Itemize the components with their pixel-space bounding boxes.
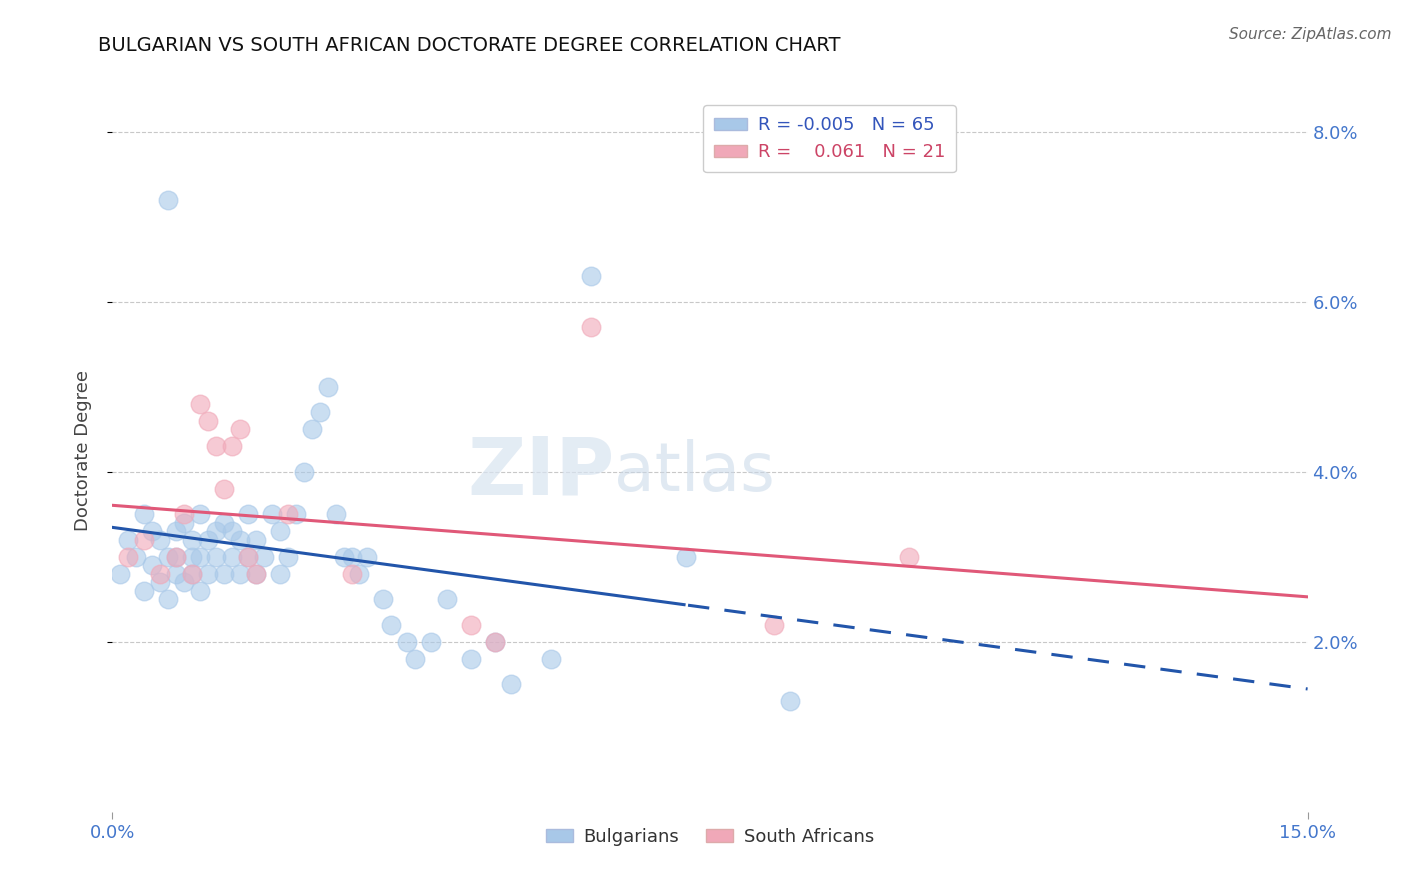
Point <box>253 549 276 564</box>
Point <box>134 583 156 598</box>
Point <box>484 634 506 648</box>
Point <box>301 422 323 436</box>
Point <box>173 516 195 530</box>
Point <box>212 482 235 496</box>
Point <box>134 507 156 521</box>
Point <box>197 566 219 581</box>
Point <box>181 549 204 564</box>
Point <box>110 566 132 581</box>
Point <box>245 566 267 581</box>
Point <box>340 549 363 564</box>
Point <box>762 617 785 632</box>
Point <box>779 694 801 708</box>
Point <box>292 465 315 479</box>
Point <box>436 592 458 607</box>
Point <box>349 566 371 581</box>
Point <box>540 651 562 665</box>
Point <box>181 566 204 581</box>
Point <box>197 533 219 547</box>
Point <box>898 549 921 564</box>
Point <box>188 583 211 598</box>
Point <box>340 566 363 581</box>
Y-axis label: Doctorate Degree: Doctorate Degree <box>73 370 91 531</box>
Point <box>221 439 243 453</box>
Point <box>157 592 180 607</box>
Point <box>236 549 259 564</box>
Point <box>188 549 211 564</box>
Point <box>212 516 235 530</box>
Point <box>181 533 204 547</box>
Point <box>269 566 291 581</box>
Point <box>188 507 211 521</box>
Point <box>212 566 235 581</box>
Point <box>141 524 163 539</box>
Point <box>221 524 243 539</box>
Point <box>165 566 187 581</box>
Point <box>460 617 482 632</box>
Point <box>245 566 267 581</box>
Point <box>675 549 697 564</box>
Point <box>229 533 252 547</box>
Point <box>245 533 267 547</box>
Point <box>229 566 252 581</box>
Point <box>165 549 187 564</box>
Point <box>173 575 195 590</box>
Point <box>404 651 426 665</box>
Point <box>579 269 602 284</box>
Point <box>236 507 259 521</box>
Point <box>149 533 172 547</box>
Point <box>149 575 172 590</box>
Point <box>284 507 307 521</box>
Point <box>356 549 378 564</box>
Point <box>308 405 330 419</box>
Point <box>332 549 354 564</box>
Point <box>149 566 172 581</box>
Point <box>173 507 195 521</box>
Point <box>188 397 211 411</box>
Point <box>316 380 339 394</box>
Point <box>229 422 252 436</box>
Point <box>117 549 139 564</box>
Point <box>499 677 522 691</box>
Point <box>205 549 228 564</box>
Point <box>141 558 163 573</box>
Point <box>380 617 402 632</box>
Text: Source: ZipAtlas.com: Source: ZipAtlas.com <box>1229 27 1392 42</box>
Point <box>236 549 259 564</box>
Point <box>277 549 299 564</box>
Point <box>157 549 180 564</box>
Point <box>460 651 482 665</box>
Text: ZIP: ZIP <box>467 434 614 511</box>
Point <box>134 533 156 547</box>
Point <box>165 524 187 539</box>
Point <box>579 320 602 334</box>
Point <box>420 634 443 648</box>
Point <box>277 507 299 521</box>
Point <box>269 524 291 539</box>
Point <box>205 439 228 453</box>
Point <box>181 566 204 581</box>
Point <box>484 634 506 648</box>
Point <box>373 592 395 607</box>
Text: BULGARIAN VS SOUTH AFRICAN DOCTORATE DEGREE CORRELATION CHART: BULGARIAN VS SOUTH AFRICAN DOCTORATE DEG… <box>98 36 841 54</box>
Point <box>125 549 148 564</box>
Text: atlas: atlas <box>614 439 775 505</box>
Point <box>165 549 187 564</box>
Point <box>197 414 219 428</box>
Point <box>396 634 419 648</box>
Point <box>325 507 347 521</box>
Point <box>157 193 180 207</box>
Point <box>205 524 228 539</box>
Point <box>260 507 283 521</box>
Legend: Bulgarians, South Africans: Bulgarians, South Africans <box>538 821 882 854</box>
Point <box>117 533 139 547</box>
Point <box>221 549 243 564</box>
